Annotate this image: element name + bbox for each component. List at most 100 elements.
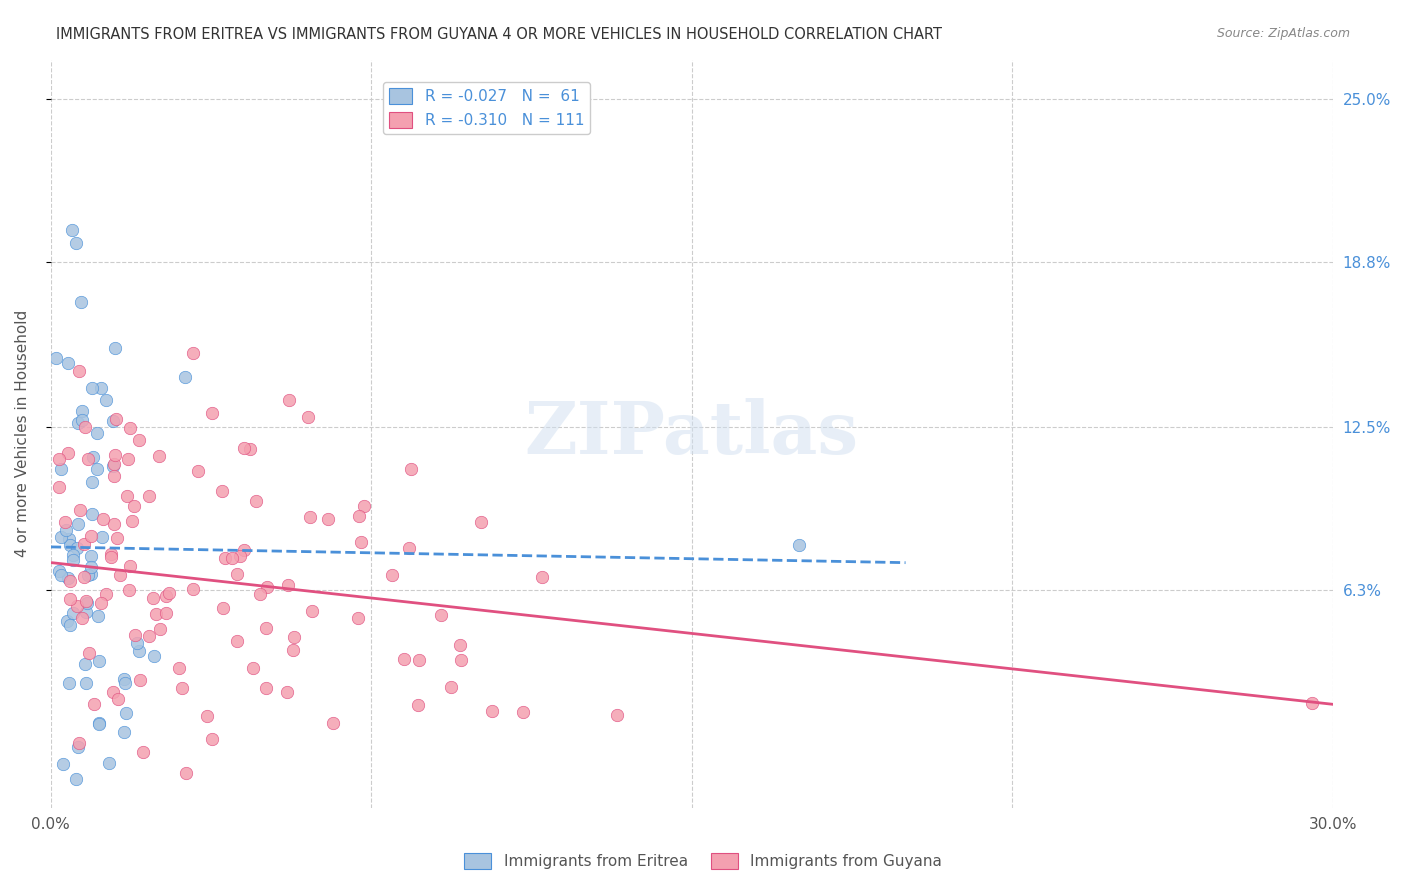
Point: [75, 657, 97, 672]
Point: [45, 351, 67, 366]
Point: [67, 517, 90, 532]
Point: [450, 652, 472, 666]
Point: [83, 697, 105, 711]
Point: [100, 549, 122, 564]
Point: [103, 469, 125, 483]
Point: [242, 661, 264, 675]
Point: [787, 538, 810, 552]
Point: [77, 568, 100, 582]
Point: [233, 441, 256, 455]
Point: [449, 638, 471, 652]
Point: [406, 698, 429, 712]
Point: [80, 566, 103, 581]
Point: [90, 530, 112, 544]
Point: [440, 681, 463, 695]
Point: [118, 582, 141, 597]
Point: [148, 449, 170, 463]
Point: [201, 406, 224, 420]
Point: [82, 450, 104, 464]
Point: [347, 508, 370, 523]
Point: [481, 704, 503, 718]
Point: [299, 510, 322, 524]
Point: [48, 452, 70, 467]
Point: [97, 756, 120, 770]
Point: [149, 622, 172, 636]
Point: [87, 608, 110, 623]
Point: [470, 515, 492, 529]
Point: [129, 673, 152, 688]
Point: [101, 685, 124, 699]
Point: [167, 661, 190, 675]
Point: [174, 766, 197, 780]
Point: [112, 725, 135, 739]
Point: [62, 549, 84, 563]
Point: [59, 538, 82, 552]
Point: [429, 607, 451, 622]
Point: [277, 578, 299, 592]
Point: [132, 745, 155, 759]
Point: [347, 610, 370, 624]
Point: [101, 414, 124, 428]
Point: [128, 644, 150, 658]
Point: [408, 653, 430, 667]
Point: [297, 409, 319, 424]
Point: [211, 484, 233, 499]
Point: [77, 646, 100, 660]
Point: [80, 549, 103, 564]
Point: [1301, 696, 1323, 710]
Point: [249, 587, 271, 601]
Point: [155, 606, 177, 620]
Point: [115, 489, 138, 503]
Point: [195, 709, 218, 723]
Point: [107, 692, 129, 706]
Point: [392, 652, 415, 666]
Point: [142, 649, 165, 664]
Point: [55, 614, 77, 628]
Point: [89, 654, 111, 668]
Point: [89, 717, 111, 731]
Point: [67, 736, 90, 750]
Point: [65, 772, 87, 787]
Point: [117, 451, 139, 466]
Point: [214, 550, 236, 565]
Point: [69, 503, 91, 517]
Point: [221, 551, 243, 566]
Point: [66, 739, 89, 754]
Point: [278, 876, 301, 890]
Point: [200, 731, 222, 746]
Point: [157, 586, 180, 600]
Point: [89, 715, 111, 730]
Point: [530, 570, 553, 584]
Point: [49, 530, 72, 544]
Point: [76, 596, 98, 610]
Point: [276, 685, 298, 699]
Point: [103, 457, 125, 471]
Point: [66, 599, 89, 613]
Point: [350, 534, 373, 549]
Point: [181, 346, 204, 360]
Point: [76, 451, 98, 466]
Point: [100, 547, 122, 561]
Point: [254, 681, 277, 696]
Point: [173, 370, 195, 384]
Point: [70, 404, 93, 418]
Point: [60, 223, 83, 237]
Point: [96, 392, 118, 407]
Point: [73, 420, 96, 434]
Point: [245, 493, 267, 508]
Point: [52, 757, 75, 772]
Point: [121, 514, 143, 528]
Point: [110, 567, 132, 582]
Point: [49, 462, 72, 476]
Point: [112, 672, 135, 686]
Y-axis label: 4 or more Vehicles in Household: 4 or more Vehicles in Household: [15, 310, 30, 558]
Point: [59, 591, 82, 606]
Point: [155, 589, 177, 603]
Text: IMMIGRANTS FROM ERITREA VS IMMIGRANTS FROM GUYANA 4 OR MORE VEHICLES IN HOUSEHOL: IMMIGRANTS FROM ERITREA VS IMMIGRANTS FR…: [56, 27, 942, 42]
Point: [115, 706, 138, 720]
Point: [48, 564, 70, 578]
Point: [104, 342, 127, 356]
Point: [86, 425, 108, 440]
Point: [56, 446, 79, 460]
Point: [138, 490, 160, 504]
